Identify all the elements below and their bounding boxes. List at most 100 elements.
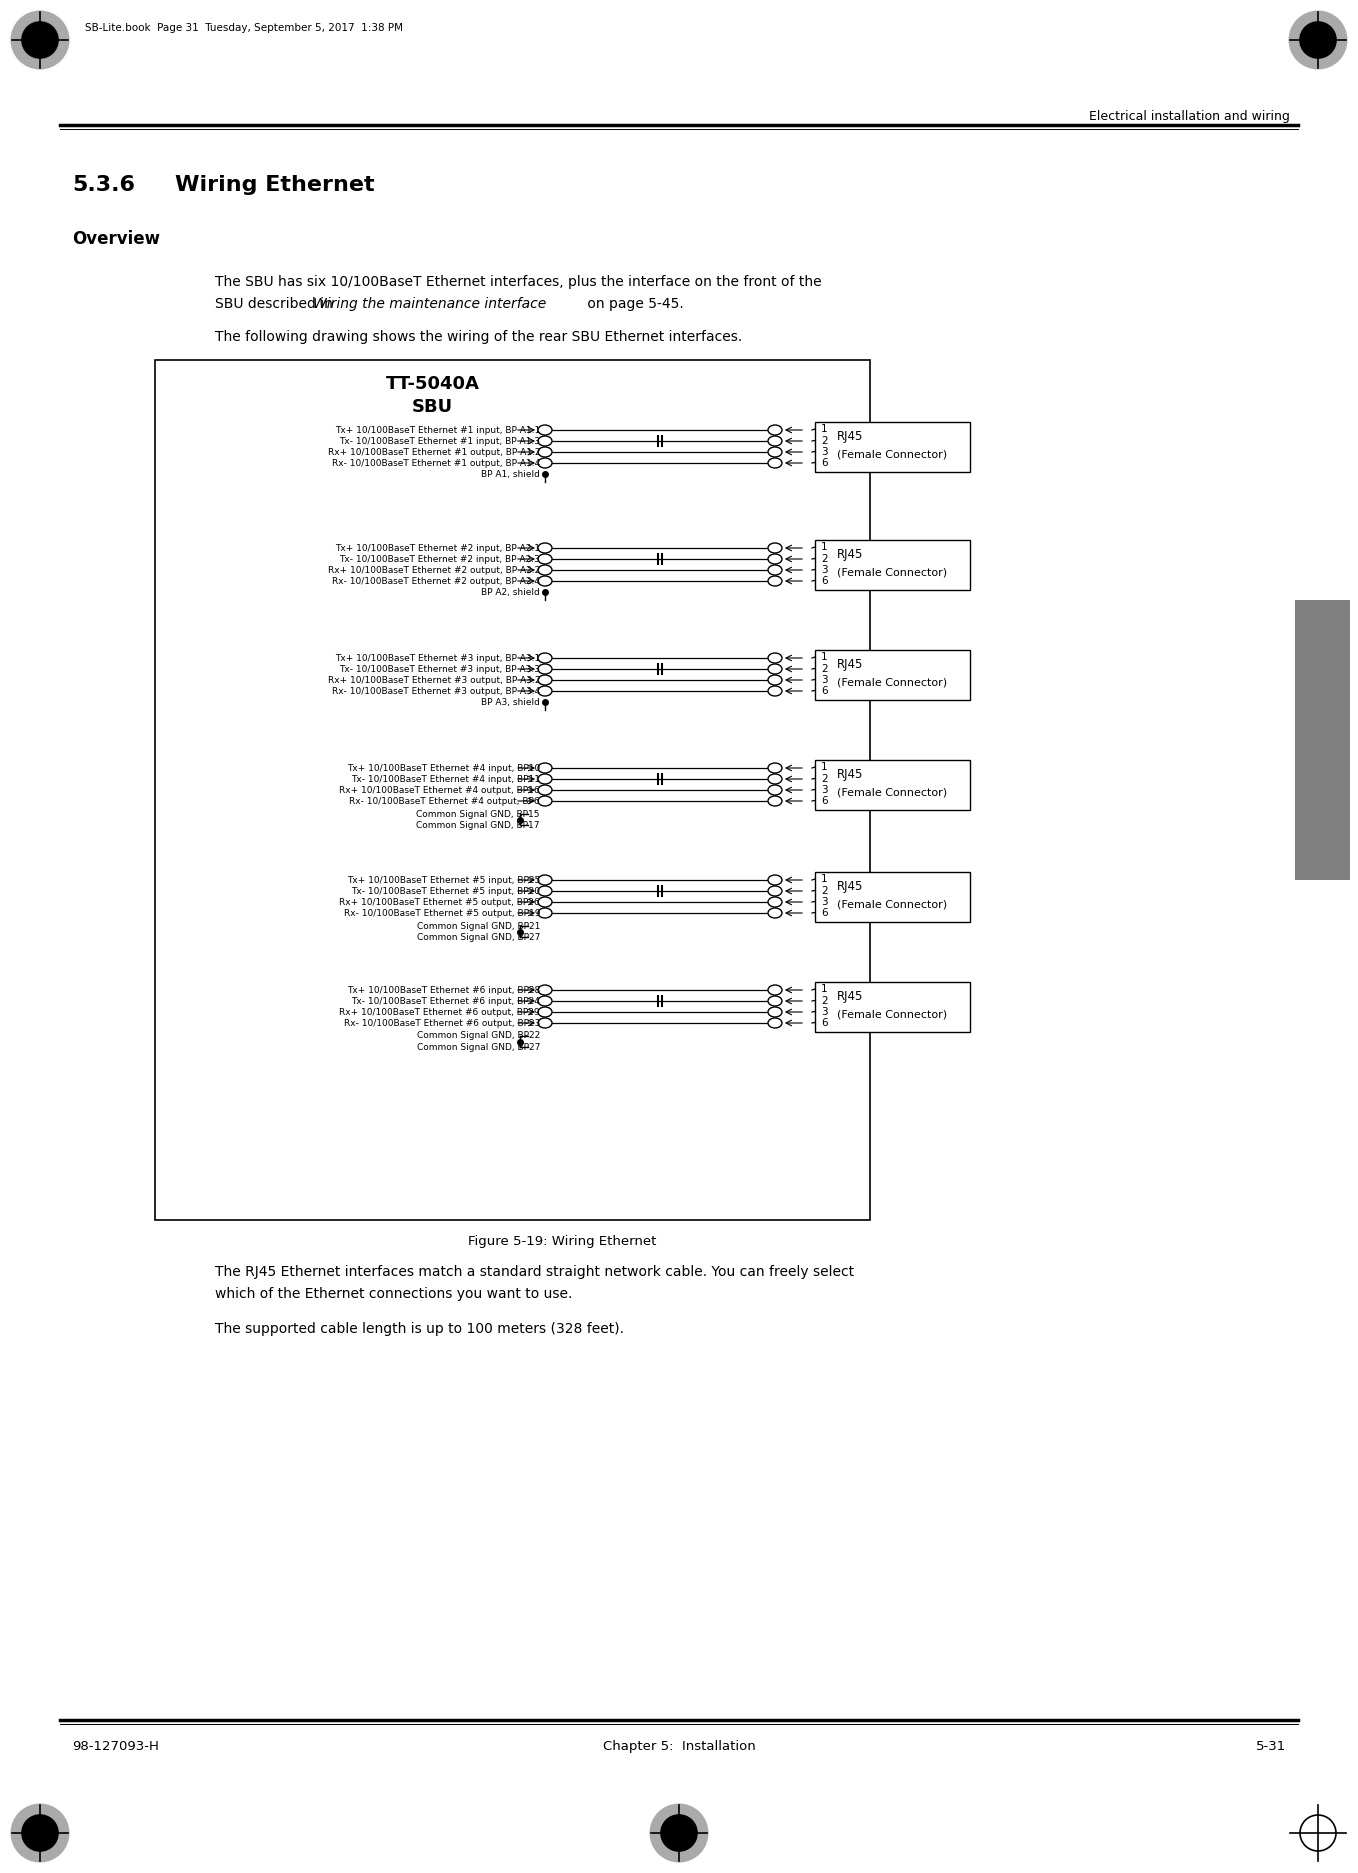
Text: The following drawing shows the wiring of the rear SBU Ethernet interfaces.: The following drawing shows the wiring o… bbox=[215, 330, 743, 345]
Ellipse shape bbox=[538, 796, 551, 805]
Circle shape bbox=[22, 22, 58, 58]
Ellipse shape bbox=[769, 796, 782, 805]
Ellipse shape bbox=[769, 762, 782, 774]
Text: (Female Connector): (Female Connector) bbox=[837, 899, 947, 910]
Text: 3: 3 bbox=[822, 897, 827, 907]
Text: Figure 5-19: Wiring Ethernet: Figure 5-19: Wiring Ethernet bbox=[469, 1234, 657, 1247]
Text: RJ45: RJ45 bbox=[837, 991, 864, 1004]
Text: 2: 2 bbox=[822, 663, 827, 674]
Text: Tx- 10/100BaseT Ethernet #4 input, BP11: Tx- 10/100BaseT Ethernet #4 input, BP11 bbox=[350, 775, 540, 783]
Ellipse shape bbox=[769, 665, 782, 674]
Text: Tx- 10/100BaseT Ethernet #1 input, BP A1.3: Tx- 10/100BaseT Ethernet #1 input, BP A1… bbox=[340, 436, 540, 446]
Ellipse shape bbox=[769, 897, 782, 907]
Ellipse shape bbox=[769, 566, 782, 575]
Text: BP A1, shield: BP A1, shield bbox=[481, 470, 540, 478]
Ellipse shape bbox=[769, 1008, 782, 1017]
Ellipse shape bbox=[538, 886, 551, 895]
Text: The supported cable length is up to 100 meters (328 feet).: The supported cable length is up to 100 … bbox=[215, 1322, 623, 1335]
Ellipse shape bbox=[769, 886, 782, 895]
Text: Wiring the maintenance interface: Wiring the maintenance interface bbox=[312, 298, 546, 311]
Text: Rx- 10/100BaseT Ethernet #3 output, BP A3.4: Rx- 10/100BaseT Ethernet #3 output, BP A… bbox=[331, 687, 540, 695]
Ellipse shape bbox=[538, 686, 551, 697]
Ellipse shape bbox=[769, 543, 782, 553]
Ellipse shape bbox=[538, 436, 551, 446]
Ellipse shape bbox=[538, 985, 551, 995]
Text: Tx+ 10/100BaseT Ethernet #4 input, BP10: Tx+ 10/100BaseT Ethernet #4 input, BP10 bbox=[346, 764, 540, 772]
Text: Common Signal GND, BP22: Common Signal GND, BP22 bbox=[417, 1032, 540, 1041]
Text: RJ45: RJ45 bbox=[837, 657, 864, 671]
Text: Tx+ 10/100BaseT Ethernet #6 input, BP28: Tx+ 10/100BaseT Ethernet #6 input, BP28 bbox=[346, 985, 540, 995]
Text: 1: 1 bbox=[822, 875, 827, 884]
Ellipse shape bbox=[538, 996, 551, 1006]
Circle shape bbox=[650, 1804, 708, 1862]
Text: Common Signal GND, BP27: Common Signal GND, BP27 bbox=[417, 933, 540, 942]
Text: Tx+ 10/100BaseT Ethernet #3 input, BP A3.1: Tx+ 10/100BaseT Ethernet #3 input, BP A3… bbox=[335, 654, 540, 663]
Text: 3: 3 bbox=[822, 674, 827, 684]
Text: 98-127093-H: 98-127093-H bbox=[72, 1740, 159, 1753]
Text: 6: 6 bbox=[822, 796, 827, 805]
Text: Rx- 10/100BaseT Ethernet #2 output, BP A2.4: Rx- 10/100BaseT Ethernet #2 output, BP A… bbox=[331, 577, 540, 586]
Text: 3: 3 bbox=[822, 785, 827, 794]
Circle shape bbox=[1289, 11, 1347, 69]
Text: Chapter 5:  Installation: Chapter 5: Installation bbox=[603, 1740, 755, 1753]
Ellipse shape bbox=[538, 674, 551, 686]
Text: Common Signal GND, BP21: Common Signal GND, BP21 bbox=[417, 922, 540, 931]
Text: Rx- 10/100BaseT Ethernet #4 output, BP6: Rx- 10/100BaseT Ethernet #4 output, BP6 bbox=[349, 796, 540, 805]
Bar bbox=[815, 650, 970, 699]
Ellipse shape bbox=[769, 996, 782, 1006]
Text: which of the Ethernet connections you want to use.: which of the Ethernet connections you wa… bbox=[215, 1287, 572, 1302]
Circle shape bbox=[11, 11, 69, 69]
Text: BP A2, shield: BP A2, shield bbox=[481, 588, 540, 596]
Text: 1: 1 bbox=[822, 652, 827, 661]
Text: Rx+ 10/100BaseT Ethernet #5 output, BP26: Rx+ 10/100BaseT Ethernet #5 output, BP26 bbox=[340, 897, 540, 907]
Text: Overview: Overview bbox=[72, 230, 160, 247]
Bar bbox=[815, 421, 970, 472]
Text: 3: 3 bbox=[822, 1006, 827, 1017]
Text: Rx- 10/100BaseT Ethernet #5 output, BP19: Rx- 10/100BaseT Ethernet #5 output, BP19 bbox=[344, 908, 540, 918]
Text: 1: 1 bbox=[822, 762, 827, 772]
Text: 1: 1 bbox=[822, 983, 827, 995]
Ellipse shape bbox=[769, 908, 782, 918]
Ellipse shape bbox=[769, 674, 782, 686]
Ellipse shape bbox=[538, 448, 551, 457]
Text: RJ45: RJ45 bbox=[837, 768, 864, 781]
Ellipse shape bbox=[769, 554, 782, 564]
Ellipse shape bbox=[769, 654, 782, 663]
Ellipse shape bbox=[538, 554, 551, 564]
Ellipse shape bbox=[769, 425, 782, 435]
Text: 6: 6 bbox=[822, 686, 827, 695]
Text: Tx- 10/100BaseT Ethernet #5 input, BP20: Tx- 10/100BaseT Ethernet #5 input, BP20 bbox=[350, 886, 540, 895]
Text: Rx- 10/100BaseT Ethernet #6 output, BP23: Rx- 10/100BaseT Ethernet #6 output, BP23 bbox=[344, 1019, 540, 1028]
Text: 2: 2 bbox=[822, 774, 827, 783]
Ellipse shape bbox=[769, 436, 782, 446]
Bar bbox=[155, 360, 870, 1219]
Text: Common Signal GND, BP17: Common Signal GND, BP17 bbox=[417, 820, 540, 830]
Bar bbox=[815, 871, 970, 922]
Text: 5.3.6: 5.3.6 bbox=[72, 174, 134, 195]
Circle shape bbox=[1300, 22, 1336, 58]
Circle shape bbox=[661, 1815, 697, 1851]
Text: Tx- 10/100BaseT Ethernet #3 input, BP A3.3: Tx- 10/100BaseT Ethernet #3 input, BP A3… bbox=[340, 665, 540, 674]
Text: 2: 2 bbox=[822, 886, 827, 895]
Bar bbox=[1296, 599, 1350, 880]
Text: 3: 3 bbox=[822, 446, 827, 457]
Text: BP A3, shield: BP A3, shield bbox=[481, 697, 540, 706]
Text: SBU described in: SBU described in bbox=[215, 298, 337, 311]
Bar bbox=[815, 759, 970, 809]
Text: Common Signal GND, BP15: Common Signal GND, BP15 bbox=[417, 809, 540, 819]
Ellipse shape bbox=[769, 686, 782, 697]
Text: RJ45: RJ45 bbox=[837, 431, 864, 444]
Ellipse shape bbox=[769, 459, 782, 468]
Circle shape bbox=[11, 1804, 69, 1862]
Text: The SBU has six 10/100BaseT Ethernet interfaces, plus the interface on the front: The SBU has six 10/100BaseT Ethernet int… bbox=[215, 275, 822, 288]
Text: 6: 6 bbox=[822, 908, 827, 918]
Text: 6: 6 bbox=[822, 457, 827, 468]
Text: 1: 1 bbox=[822, 541, 827, 553]
Ellipse shape bbox=[538, 908, 551, 918]
Ellipse shape bbox=[538, 459, 551, 468]
Text: Wiring Ethernet: Wiring Ethernet bbox=[175, 174, 375, 195]
Text: Rx+ 10/100BaseT Ethernet #2 output, BP A2.2: Rx+ 10/100BaseT Ethernet #2 output, BP A… bbox=[327, 566, 540, 575]
Text: Rx- 10/100BaseT Ethernet #1 output, BP A1.4: Rx- 10/100BaseT Ethernet #1 output, BP A… bbox=[331, 459, 540, 468]
Ellipse shape bbox=[769, 774, 782, 785]
Ellipse shape bbox=[538, 1019, 551, 1028]
